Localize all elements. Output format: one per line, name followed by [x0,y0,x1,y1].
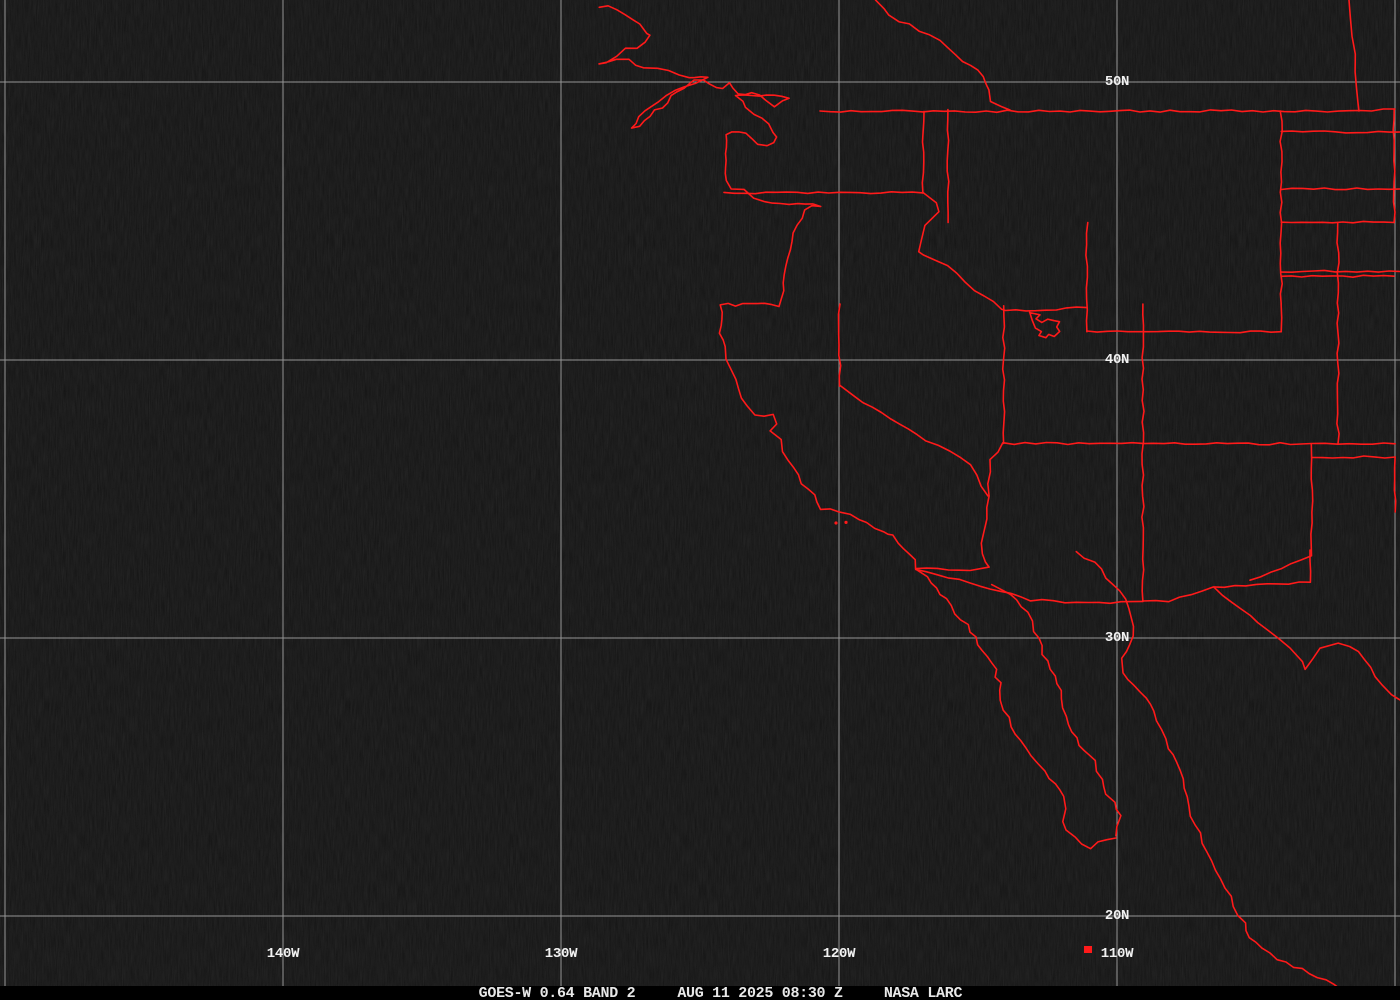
svg-text:20N: 20N [1105,908,1129,924]
svg-text:110W: 110W [1101,946,1134,962]
svg-text:GOES-W 0.64 BAND 2: GOES-W 0.64 BAND 2 [479,985,636,1000]
svg-text:30N: 30N [1105,630,1129,646]
svg-text:40N: 40N [1105,352,1129,368]
svg-text:AUG 11 2025 08:30 Z: AUG 11 2025 08:30 Z [677,985,843,1000]
svg-text:120W: 120W [823,946,856,962]
svg-text:130W: 130W [545,946,578,962]
svg-text:50N: 50N [1105,74,1129,90]
svg-text:NASA LARC: NASA LARC [884,985,963,1000]
svg-text:140W: 140W [267,946,300,962]
